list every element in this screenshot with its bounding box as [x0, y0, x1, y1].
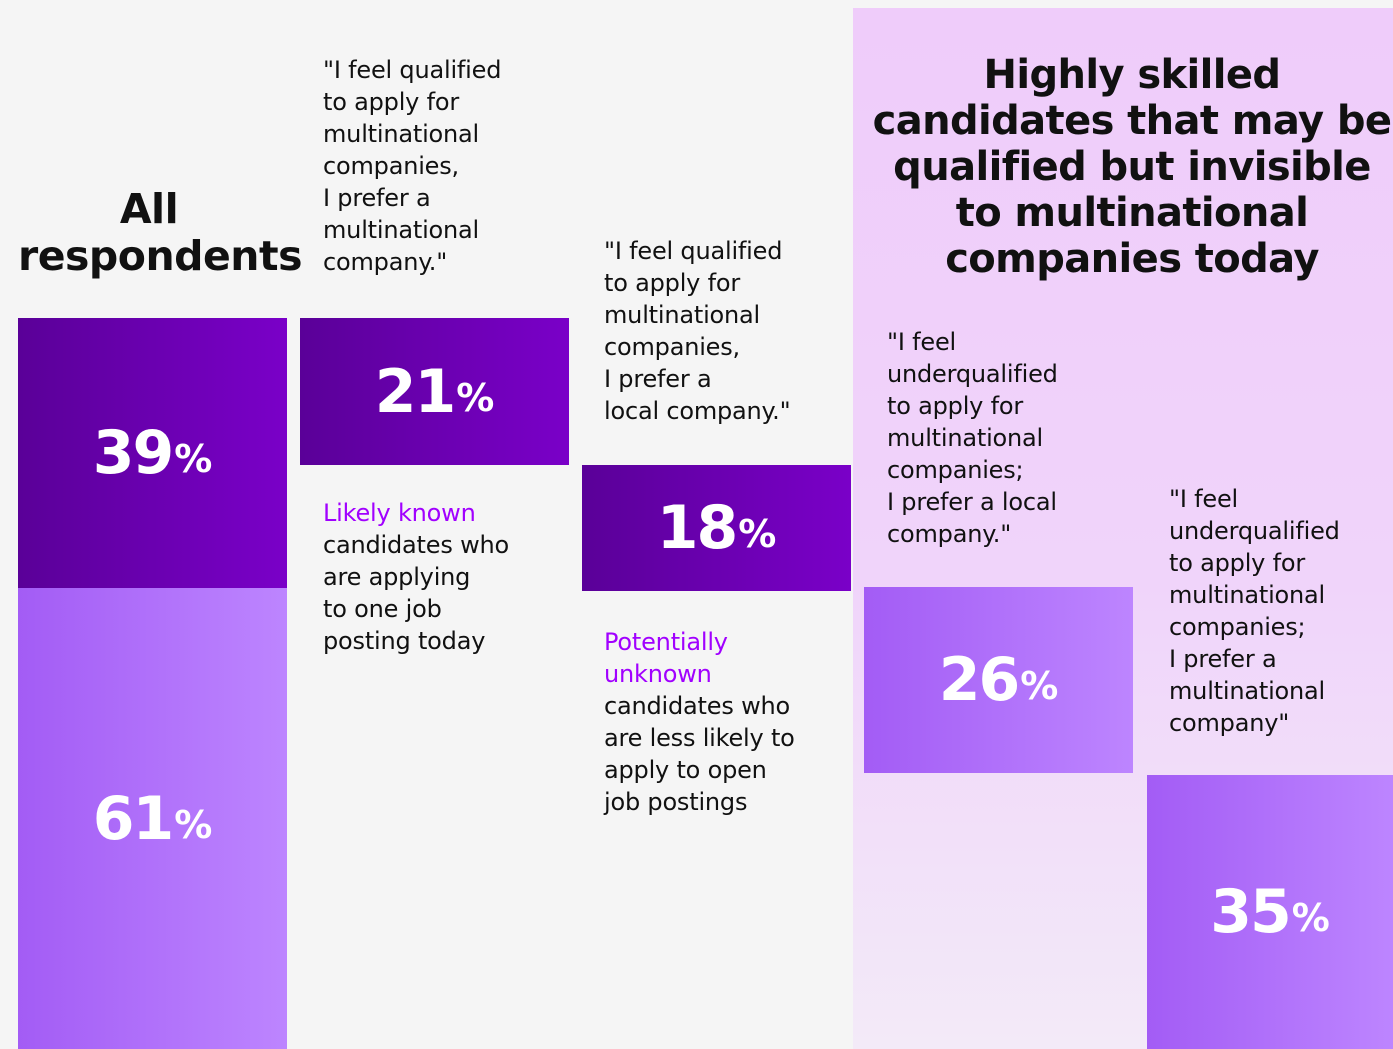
bar-all-respondents-underqualified: 61% — [18, 588, 287, 1049]
bar-value-39: 39 — [92, 418, 174, 488]
bar-value-18: 18 — [656, 493, 738, 563]
quote-underqualified-local: "I feel underqualified to apply for mult… — [887, 328, 1058, 548]
bar-value-26: 26 — [938, 645, 1020, 715]
quote-qualified-local: "I feel qualified to apply for multinati… — [604, 237, 791, 425]
bar-value-35: 35 — [1210, 877, 1291, 947]
bar-value-21: 21 — [374, 356, 456, 427]
likely-known-label: Likely known — [323, 499, 476, 527]
bar-qualified-local: 18% — [582, 465, 851, 591]
percent-sign: % — [738, 512, 777, 556]
percent-sign: % — [456, 375, 495, 420]
percent-sign: % — [174, 802, 213, 847]
quote-underqualified-multinational: "I feel underqualified to apply for mult… — [1169, 485, 1340, 737]
bar-all-respondents-qualified: 39% — [18, 318, 287, 588]
percent-sign: % — [1020, 664, 1059, 708]
bar-qualified-multinational: 21% — [300, 318, 569, 465]
potentially-unknown-text: candidates who are less likely to apply … — [604, 692, 795, 816]
bar-value-61: 61 — [92, 783, 174, 854]
bar-underqualified-multinational: 35% — [1147, 775, 1393, 1049]
percent-sign: % — [174, 437, 213, 481]
quote-qualified-multinational: "I feel qualified to apply for multinati… — [323, 56, 502, 276]
all-respondents-heading: All respondents — [18, 185, 302, 280]
highly-skilled-heading: Highly skilled candidates that may be qu… — [872, 52, 1392, 282]
description-potentially-unknown: Potentially unknown candidates who are l… — [604, 626, 795, 818]
bar-underqualified-local: 26% — [864, 587, 1133, 773]
percent-sign: % — [1291, 896, 1330, 940]
description-likely-known: Likely known candidates who are applying… — [323, 497, 509, 657]
potentially-unknown-label: Potentially unknown — [604, 628, 728, 688]
likely-known-text: candidates who are applying to one job p… — [323, 531, 509, 655]
